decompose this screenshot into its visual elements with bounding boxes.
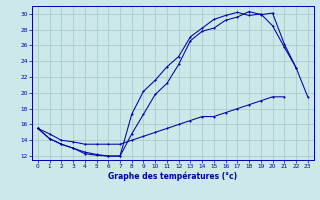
X-axis label: Graphe des températures (°c): Graphe des températures (°c) [108,172,237,181]
